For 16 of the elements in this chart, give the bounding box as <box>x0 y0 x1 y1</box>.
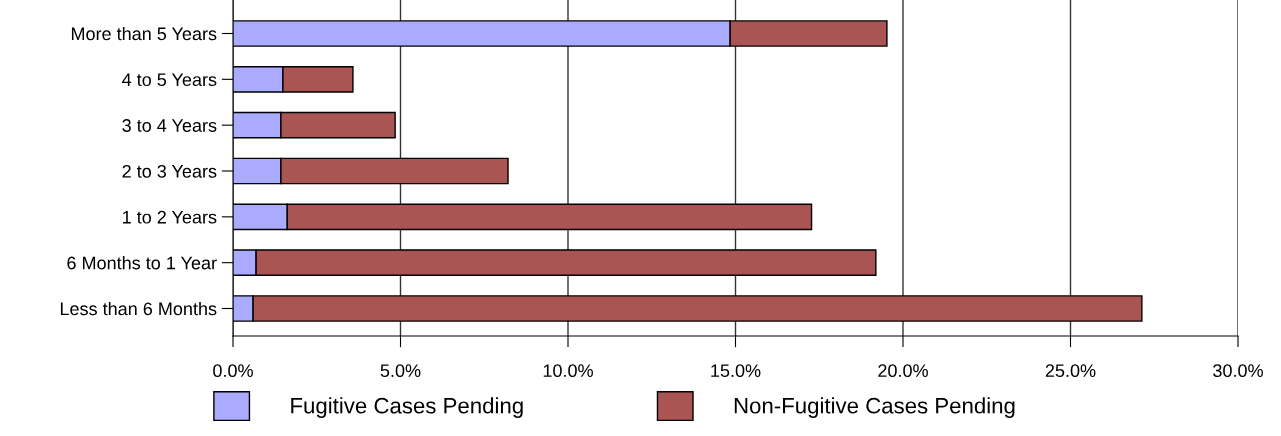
x-tick-label: 15.0% <box>711 364 761 378</box>
x-tick-label: 5.0% <box>380 364 421 378</box>
y-tick-label: More than 5 Years <box>71 26 217 41</box>
y-tick-label: 1 to 2 Years <box>123 210 217 224</box>
x-tick-label: 20.0% <box>878 364 928 378</box>
x-tick-label: 25.0% <box>1045 364 1096 378</box>
x-tick-label: 10.0% <box>543 364 593 378</box>
x-tick-label: 0.0% <box>213 364 253 378</box>
legend-label: Non-Fugitive Cases Pending <box>734 397 1015 418</box>
y-tick-label: 3 to 4 Years <box>122 119 217 132</box>
y-tick-label: 2 to 3 Years <box>122 164 217 178</box>
legend-label: Fugitive Cases Pending <box>291 397 523 418</box>
y-tick-label: 6 Months to 1 Year <box>67 256 217 270</box>
y-tick-label: 4 to 5 Years <box>122 73 217 87</box>
x-tick-label: 30.0% <box>1213 364 1263 378</box>
y-tick-label: Less than 6 Months <box>60 301 217 316</box>
